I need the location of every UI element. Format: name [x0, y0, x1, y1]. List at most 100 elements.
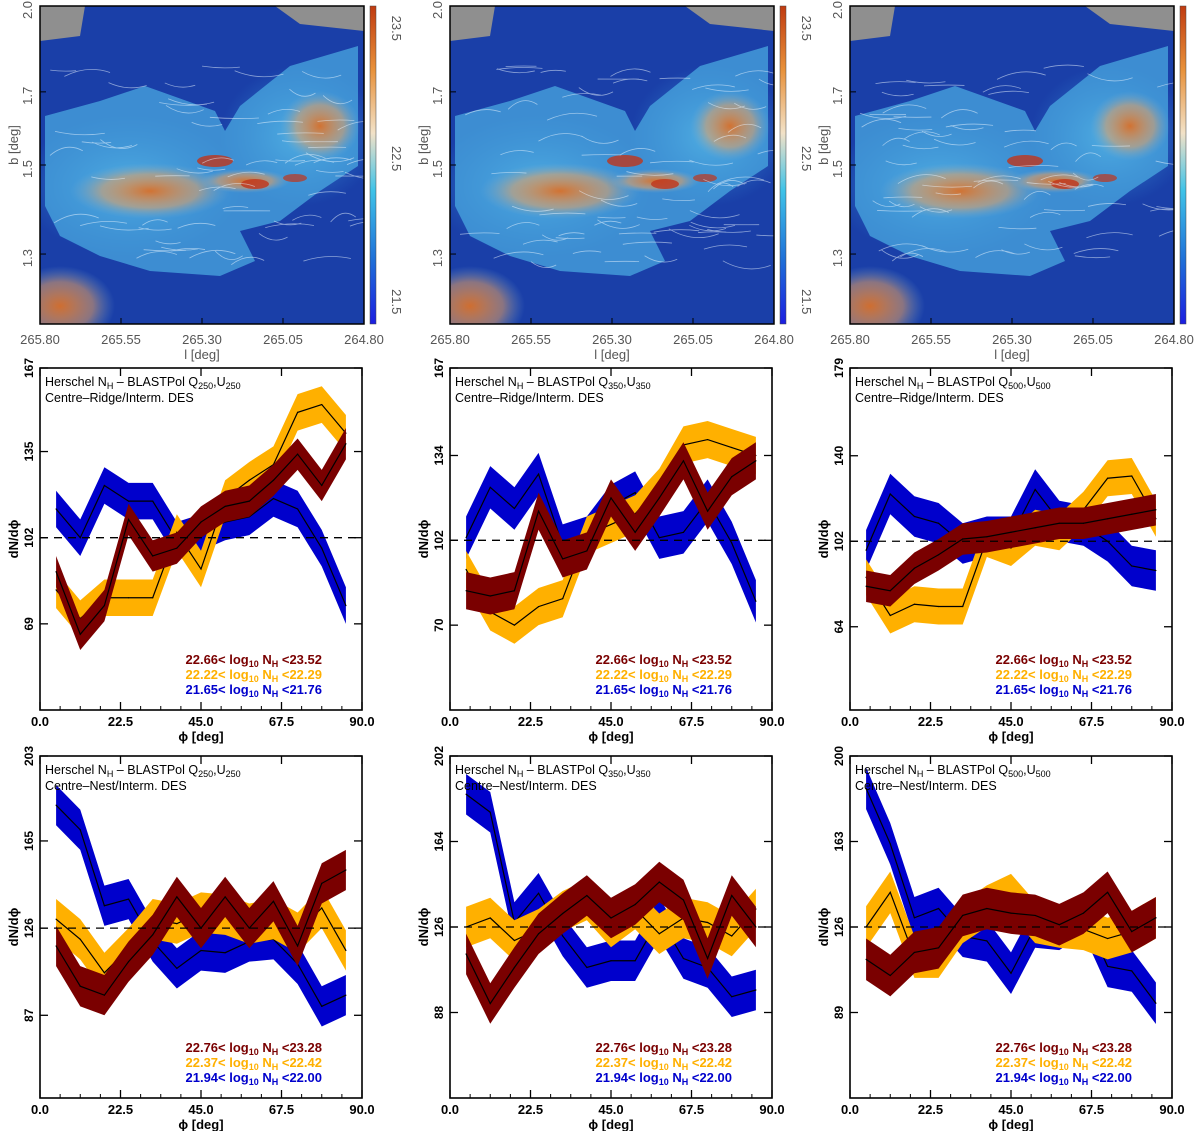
- map-streamline: [940, 109, 978, 119]
- map-streamline: [344, 171, 364, 179]
- ytick-label: 69: [22, 617, 36, 631]
- map-blank-region: [685, 6, 774, 31]
- map-xlabel: l [deg]: [594, 347, 629, 362]
- map-streamlines: [459, 65, 774, 270]
- panel-title-part: 250: [226, 769, 241, 779]
- map-streamline: [465, 109, 501, 116]
- legend-sub: 10: [249, 1077, 259, 1087]
- map-streamline: [539, 212, 586, 216]
- legend-range-lo: 22.37< log: [186, 1055, 249, 1070]
- panel-subtitle: Centre–Ridge/Interm. DES: [45, 391, 194, 405]
- point-low: [610, 960, 612, 962]
- map-colorbar: [369, 5, 377, 325]
- map-streamline: [1156, 206, 1174, 210]
- map-streamline: [653, 229, 700, 233]
- point-low: [224, 952, 226, 954]
- map-streamline: [1158, 230, 1174, 237]
- point-high: [610, 497, 612, 499]
- panel-title-part: – BLASTPol Q: [523, 763, 608, 777]
- map-streamline: [197, 167, 226, 171]
- point-low: [200, 949, 202, 952]
- ytick-label: 134: [432, 445, 446, 465]
- map-xtick-label: 265.80: [830, 332, 870, 347]
- ytick-label: 102: [22, 527, 36, 547]
- point-high: [1155, 917, 1157, 919]
- legend-sub: 10: [1059, 689, 1069, 699]
- ytick-label: 126: [432, 917, 446, 937]
- xlabel: ϕ [deg]: [988, 1117, 1033, 1131]
- point-high: [562, 558, 564, 560]
- panel-title: Herschel NH – BLASTPol Q500,U500: [855, 763, 1051, 779]
- point-high: [272, 900, 275, 902]
- point-high: [537, 933, 540, 935]
- map-streamline: [191, 121, 223, 127]
- point-low: [127, 898, 130, 900]
- legend-sub: 10: [659, 1062, 669, 1072]
- map-streamline: [346, 159, 364, 165]
- panel-title-part: H: [107, 381, 114, 391]
- point-high: [986, 536, 988, 538]
- map-streamline: [1087, 73, 1133, 82]
- ytick-label: 164: [432, 831, 446, 851]
- point-high: [321, 882, 323, 885]
- point-low: [682, 531, 685, 533]
- xtick-label: 45.0: [998, 714, 1023, 729]
- legend-range-hi: <22.00: [1088, 1070, 1132, 1085]
- ytick-label: 200: [832, 746, 846, 766]
- point-low: [731, 542, 733, 544]
- xtick-label: 0.0: [31, 714, 49, 729]
- point-high: [224, 896, 226, 898]
- map-colorbar-label: 21.5: [799, 289, 814, 314]
- map-panel: 265.80 265.55 265.30 265.05 264.80 l [deg] 2.0…: [416, 1, 814, 362]
- map-streamline: [159, 102, 208, 106]
- ytick-label: 163: [832, 831, 846, 851]
- map-streamline: [581, 135, 619, 144]
- point-high: [489, 1002, 491, 1005]
- point-low: [152, 500, 154, 502]
- xtick-label: 45.0: [598, 1102, 623, 1117]
- point-high: [682, 460, 685, 462]
- map-streamline: [612, 78, 648, 84]
- map-streamline: [265, 223, 315, 228]
- point-low: [345, 604, 347, 607]
- point-high: [889, 974, 891, 977]
- map-streamline: [348, 218, 364, 222]
- legend-mid: 22.37< log10 NH <22.42: [186, 1055, 323, 1072]
- map-streamline: [727, 123, 762, 133]
- point-high: [755, 460, 757, 462]
- panel-title-part: – BLASTPol Q: [113, 763, 198, 777]
- map-ytick-label: 1.5: [430, 160, 445, 178]
- plot-area: [40, 785, 362, 1027]
- map-streamline: [234, 70, 284, 78]
- map-xtick-label: 264.80: [754, 332, 794, 347]
- point-high: [127, 518, 130, 521]
- point-low: [1107, 965, 1109, 967]
- map-ytick-label: 1.5: [830, 160, 845, 178]
- map-streamline: [756, 234, 774, 237]
- panel-title-part: ,U: [213, 375, 226, 389]
- map-streamline: [626, 171, 674, 176]
- map-streamline: [231, 256, 265, 265]
- map-streamline: [877, 210, 923, 212]
- map-xtick-label: 265.05: [673, 332, 713, 347]
- point-high: [731, 476, 733, 478]
- map-peak: [241, 179, 269, 189]
- point-low: [321, 1005, 323, 1007]
- legend-low: 21.94< log10 NH <22.00: [596, 1070, 733, 1087]
- legend-sub: H: [682, 674, 689, 684]
- xtick-label: 45.0: [998, 1102, 1023, 1117]
- point-high: [1010, 912, 1012, 914]
- legend-sub: 10: [249, 1047, 259, 1057]
- histogram-panel: 0.0 22.5 45.0 67.5 90.0 ϕ [deg] 69 102 135 167 dN/…: [6, 358, 375, 744]
- map-streamline: [668, 228, 719, 238]
- band-mid: [466, 421, 756, 644]
- map-streamline: [1072, 172, 1099, 181]
- map-streamline: [1004, 140, 1049, 148]
- point-high: [465, 590, 467, 592]
- legend-range-hi: <23.28: [278, 1040, 322, 1055]
- legend-low: 21.94< log10 NH <22.00: [186, 1070, 323, 1087]
- map-streamline: [49, 146, 84, 156]
- band-high: [866, 494, 1156, 607]
- map-streamline: [53, 213, 99, 224]
- map-streamline: [619, 148, 656, 156]
